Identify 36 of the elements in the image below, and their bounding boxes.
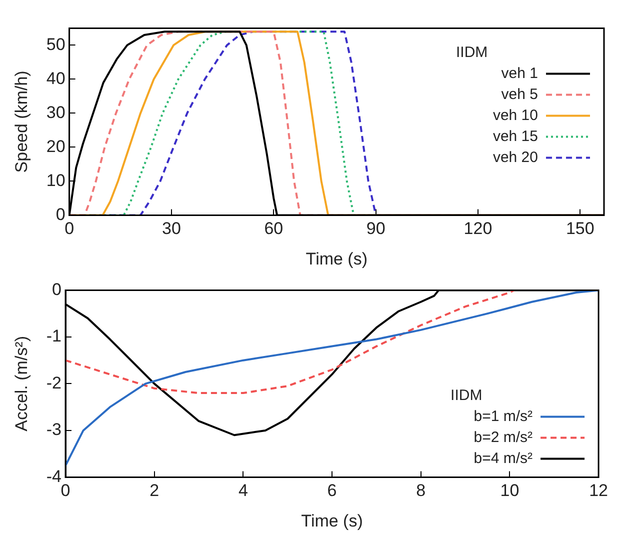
x-tick-label: 30 — [162, 219, 181, 238]
legend-label: b=2 m/s² — [474, 428, 533, 446]
legend-label: veh 5 — [501, 86, 538, 103]
x-tick-label: 120 — [464, 219, 492, 238]
x-tick-label: 10 — [500, 481, 520, 500]
y-tick-label: -4 — [46, 466, 62, 486]
x-axis-title: Time (s) — [301, 511, 363, 530]
x-tick-label: 2 — [150, 481, 160, 500]
legend-title: IIDM — [456, 44, 488, 61]
y-axis-title: Accel. (m/s²) — [12, 336, 31, 432]
y-tick-label: -3 — [46, 420, 62, 440]
x-tick-label: 8 — [416, 481, 426, 500]
legend-label: b=4 m/s² — [474, 450, 533, 467]
y-tick-label: 20 — [46, 136, 66, 156]
x-tick-label: 4 — [238, 481, 248, 500]
x-axis-title: Time (s) — [306, 249, 368, 268]
x-tick-label: 6 — [327, 481, 337, 500]
legend-label: veh 1 — [501, 64, 538, 82]
x-tick-label: 60 — [264, 219, 284, 238]
legend-label: b=1 m/s² — [474, 408, 533, 425]
legend-label: veh 10 — [492, 106, 538, 124]
legend-title: IIDM — [450, 386, 482, 404]
y-axis-title: Speed (km/h) — [12, 70, 31, 173]
y-tick-label: 30 — [46, 102, 66, 122]
x-tick-label: 150 — [566, 219, 594, 238]
x-tick-label: 90 — [366, 219, 386, 238]
y-tick-label: 10 — [46, 170, 66, 190]
x-tick-label: 12 — [589, 481, 608, 500]
y-tick-label: 0 — [56, 204, 66, 224]
legend-label: veh 15 — [492, 128, 538, 145]
y-tick-label: 40 — [46, 68, 66, 88]
y-tick-label: -1 — [46, 326, 62, 346]
y-tick-label: -2 — [46, 373, 62, 392]
legend-label: veh 20 — [492, 148, 538, 166]
y-tick-label: 50 — [46, 34, 66, 54]
y-tick-label: 0 — [52, 280, 62, 299]
